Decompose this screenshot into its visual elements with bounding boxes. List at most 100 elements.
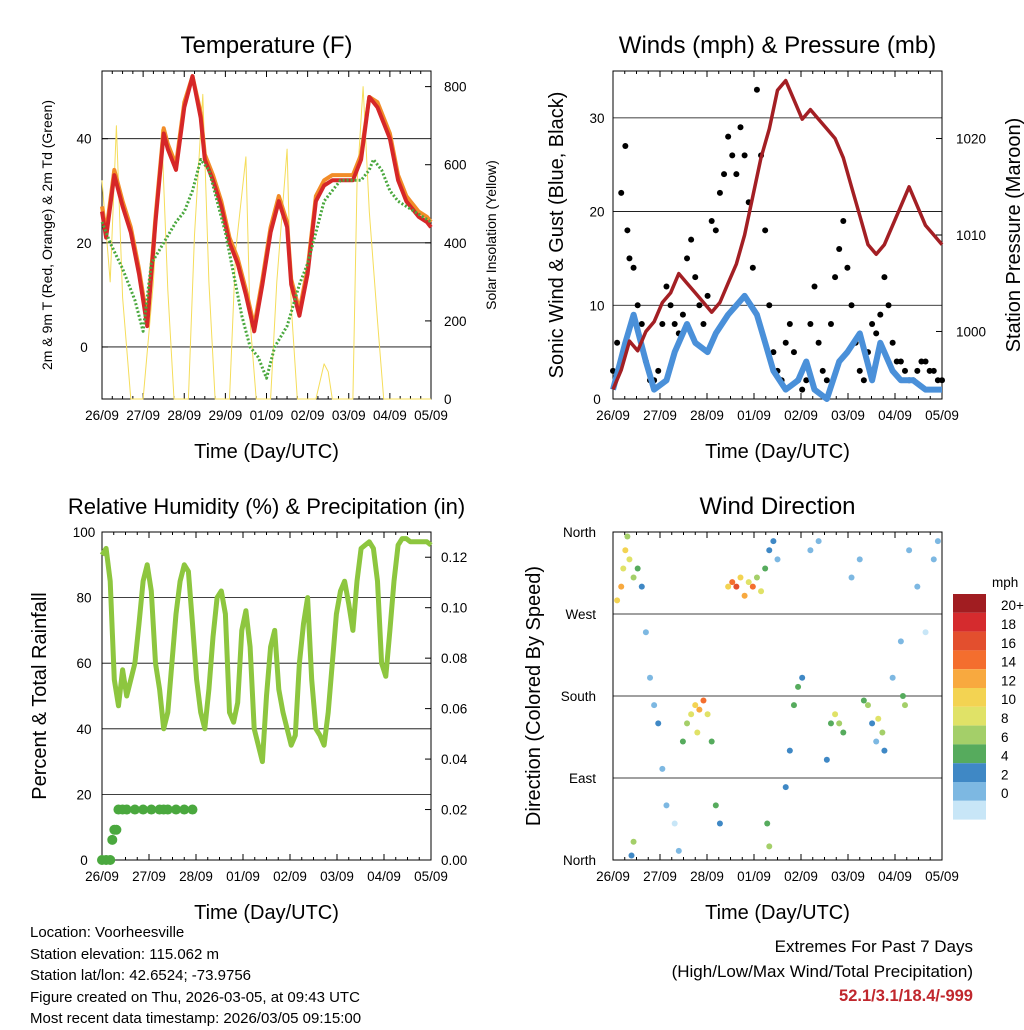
gust-point <box>753 86 760 93</box>
direction-point <box>696 706 703 713</box>
direction-point <box>823 756 830 763</box>
direction-point <box>704 711 711 718</box>
legend-label: 16 <box>1001 636 1016 651</box>
direction-point <box>614 597 621 604</box>
direction-point <box>655 720 662 727</box>
panel-2-ylabel: Sonic Wind & Gust (Blue, Black) <box>546 92 568 379</box>
direction-point <box>692 702 699 709</box>
gust-point <box>700 321 707 328</box>
y2-tick-label: 0.04 <box>441 752 468 767</box>
direction-point <box>799 674 806 681</box>
direction-point <box>749 583 756 590</box>
gust-point <box>815 339 822 346</box>
gust-point <box>770 349 777 356</box>
gust-point <box>790 349 797 356</box>
legend-swatch <box>953 725 986 745</box>
direction-point <box>630 838 637 845</box>
direction-point <box>906 547 913 554</box>
y-tick-label: 20 <box>76 787 91 802</box>
direction-point <box>873 738 880 745</box>
y2-tick-label: 0.06 <box>441 702 467 717</box>
gust-point <box>836 246 843 253</box>
panel-4-xlabel: Time (Day/UTC) <box>705 902 850 924</box>
direction-point <box>679 738 686 745</box>
x-tick-label: 04/09 <box>373 408 407 423</box>
direction-point <box>864 702 871 709</box>
gust-point <box>716 189 723 196</box>
legend-swatch <box>953 631 986 651</box>
x-tick-label: 28/09 <box>167 408 201 423</box>
y-tick-label: 0 <box>593 392 601 407</box>
series-2m-t <box>100 74 433 334</box>
gust-point <box>692 274 699 281</box>
y2-tick-label: 800 <box>444 80 467 95</box>
direction-point <box>618 583 625 590</box>
y-tick-label: 30 <box>589 111 604 126</box>
gust-point <box>922 358 929 365</box>
y2-tick-label: 1020 <box>956 132 986 147</box>
gust-point <box>749 264 756 271</box>
y-tick-label: 40 <box>76 132 91 147</box>
panel-4-ylabel: Direction (Colored By Speed) <box>523 566 545 826</box>
x-tick-label: 03/09 <box>332 408 366 423</box>
gust-point <box>881 274 888 281</box>
x-tick-label: 01/09 <box>250 408 284 423</box>
series-relative-humidity <box>99 536 433 765</box>
direction-point <box>848 574 855 581</box>
gust-point <box>930 367 937 374</box>
legend-title: mph <box>992 575 1018 590</box>
legend-label: 18 <box>1001 617 1016 632</box>
y2-tick-label: 200 <box>444 314 467 329</box>
rainfall-point <box>146 804 157 815</box>
direction-point <box>934 538 941 545</box>
direction-point <box>626 556 633 563</box>
direction-point <box>832 711 839 718</box>
y2-tick-label: 1010 <box>956 228 986 243</box>
legend-label: 12 <box>1001 673 1016 688</box>
gust-point <box>939 377 945 384</box>
direction-point <box>807 547 814 554</box>
legend-label: 20+ <box>1001 598 1024 613</box>
direction-point <box>790 702 797 709</box>
direction-point <box>624 533 631 540</box>
gust-point <box>811 283 818 290</box>
gust-point <box>626 255 633 262</box>
direction-point <box>659 765 666 772</box>
direction-point <box>725 583 732 590</box>
panel-2-xlabel: Time (Day/UTC) <box>705 441 850 463</box>
gust-point <box>799 386 806 393</box>
direction-point <box>671 820 678 827</box>
x-tick-label: 26/09 <box>596 869 630 884</box>
panel-3-xlabel: Time (Day/UTC) <box>194 902 339 924</box>
x-tick-label: 26/09 <box>85 408 119 423</box>
gust-point <box>803 377 810 384</box>
gust-point <box>667 302 674 309</box>
direction-point <box>745 579 752 586</box>
gust-point <box>889 339 896 346</box>
gust-point <box>708 217 715 224</box>
x-tick-label: 27/09 <box>643 408 677 423</box>
panel-3: Relative Humidity (%) & Precipitation (i… <box>29 494 468 924</box>
panel-1: Temperature (F) 26/09 27/09 28/09 29/09 01/09… <box>39 32 499 463</box>
gust-point <box>721 171 728 178</box>
gust-point <box>737 124 744 131</box>
legend-swatch <box>953 706 986 726</box>
gust-point <box>725 133 732 140</box>
panel-4: Wind Direction 26/09 27/09 28/09 01/09 02/09 0… <box>523 493 1024 924</box>
gust-point <box>684 255 691 262</box>
direction-point <box>889 674 896 681</box>
y-tick-label: 20 <box>76 236 91 251</box>
y2-tick-label: 0.08 <box>441 651 467 666</box>
extremes-subtitle: (High/Low/Max Wind/Total Precipitation) <box>671 962 973 981</box>
y2-tick-label: 0 <box>444 392 452 407</box>
x-tick-label: 03/09 <box>320 869 354 884</box>
x-tick-label: 04/09 <box>878 408 912 423</box>
direction-point <box>770 538 777 545</box>
gust-point <box>807 321 814 328</box>
series-2m-td <box>100 158 432 380</box>
direction-point <box>708 738 715 745</box>
direction-point <box>758 588 765 595</box>
direction-point <box>753 574 760 581</box>
y-tick-label: 100 <box>73 525 96 540</box>
series-station-pressure <box>611 78 944 391</box>
